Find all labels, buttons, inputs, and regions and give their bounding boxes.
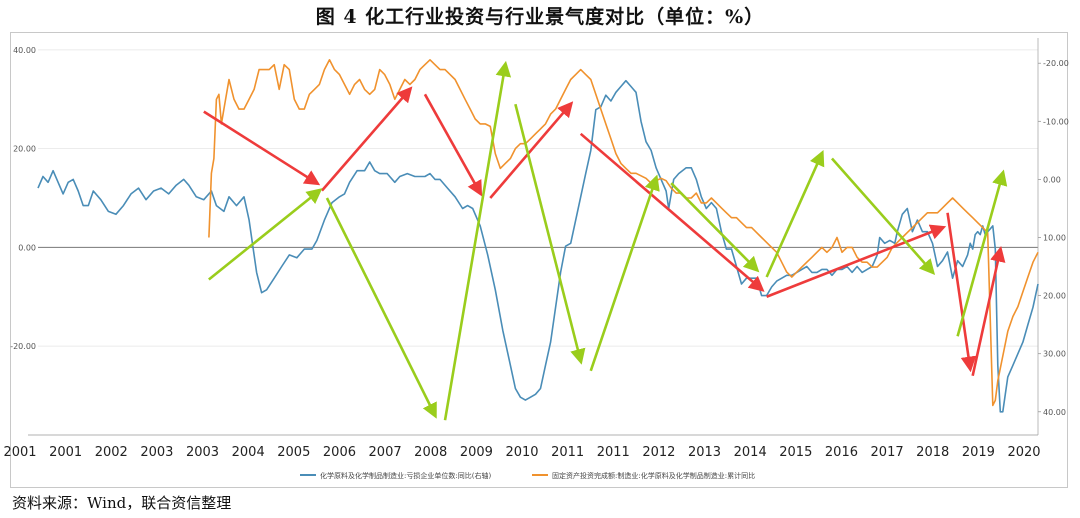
chart: 40.00 20.00 0.00 -20.00 -20.00 -10.00 0.00 10.0… <box>3 38 1069 480</box>
x-tick-label: 2013 <box>688 445 721 460</box>
y-right-tick-label: 30.00 <box>1043 350 1066 359</box>
x-tick-label: 2012 <box>642 445 675 460</box>
x-tick-label: 2006 <box>323 445 356 460</box>
green-trend-arrow <box>670 182 760 273</box>
y-right-tick-label: 0.00 <box>1043 175 1061 184</box>
series-lines <box>37 59 1039 413</box>
x-tick-label: 2001 <box>49 445 82 460</box>
red-trend-arrow <box>423 93 483 197</box>
x-tick-label: 2003 <box>186 445 219 460</box>
x-tick-label: 2002 <box>95 445 128 460</box>
x-tick-label: 2007 <box>369 445 402 460</box>
x-tick-label: 2004 <box>232 445 265 460</box>
x-tick-label: 2020 <box>1007 445 1040 460</box>
x-tick-label: 2009 <box>460 445 493 460</box>
red-trend-arrow <box>946 212 977 373</box>
legend-label: 化学原料及化学制品制造业:亏损企业单位数:同比(右轴) <box>320 471 491 480</box>
x-tick-label: 2018 <box>916 445 949 460</box>
red-trend-arrow <box>489 101 574 199</box>
green-trend-arrow <box>443 60 512 421</box>
x-tick-label: 2016 <box>825 445 858 460</box>
red-trend-arrow <box>320 86 413 192</box>
source-note: 资料来源：Wind，联合资信整理 <box>12 494 232 512</box>
green-trend-arrow <box>956 169 1008 337</box>
red-trend-arrow <box>766 224 947 298</box>
green-trend-arrow <box>765 150 825 278</box>
red-trend-arrow <box>203 110 321 186</box>
trend-arrows <box>203 60 1008 421</box>
x-tick-label: 2008 <box>414 445 447 460</box>
y-right-tick-label: 20.00 <box>1043 292 1066 301</box>
x-tick-label: 2019 <box>962 445 995 460</box>
x-tick-label: 2011 <box>551 445 584 460</box>
x-tick-label: 2003 <box>140 445 173 460</box>
green-trend-arrow <box>830 157 936 275</box>
x-tick-label: 2017 <box>871 445 904 460</box>
x-tick-label: 2011 <box>597 445 630 460</box>
y-right-tick-label: 40.00 <box>1043 408 1066 417</box>
green-trend-arrow <box>208 188 323 281</box>
green-trend-arrow <box>325 197 437 419</box>
y-left-tick-label: 20.00 <box>13 145 36 154</box>
y-left-tick-label: -20.00 <box>10 342 36 351</box>
y-right-tick-label: -10.00 <box>1043 117 1069 126</box>
x-tick-label: 2010 <box>505 445 538 460</box>
y-left-tick-label: 40.00 <box>13 46 36 55</box>
y-left-tick-label: 0.00 <box>18 243 36 252</box>
red-trend-arrow <box>579 132 765 292</box>
series-line-2 <box>208 59 1039 407</box>
x-tick-label: 2001 <box>3 445 36 460</box>
legend-label: 固定资产投资完成额:制造业:化学原料及化学制品制造业:累计同比 <box>552 471 755 480</box>
y-right-tick-label: 10.00 <box>1043 234 1066 243</box>
axes: 40.00 20.00 0.00 -20.00 -20.00 -10.00 0.00 10.0… <box>3 38 1069 460</box>
x-tick-label: 2005 <box>277 445 310 460</box>
series-line-1 <box>37 79 1039 413</box>
red-trend-arrow <box>971 246 1006 377</box>
legend: 化学原料及化学制品制造业:亏损企业单位数:同比(右轴) 固定资产投资完成额:制造业… <box>300 471 755 480</box>
green-trend-arrow <box>589 174 660 372</box>
figure-title: 图 4 化工行业投资与行业景气度对比（单位：%） <box>315 6 765 28</box>
y-right-tick-label: -20.00 <box>1043 59 1069 68</box>
chart-frame <box>10 32 1068 488</box>
green-trend-arrow <box>514 103 586 365</box>
gridlines <box>38 49 1038 347</box>
x-tick-label: 2015 <box>779 445 812 460</box>
x-tick-label: 2014 <box>734 445 767 460</box>
